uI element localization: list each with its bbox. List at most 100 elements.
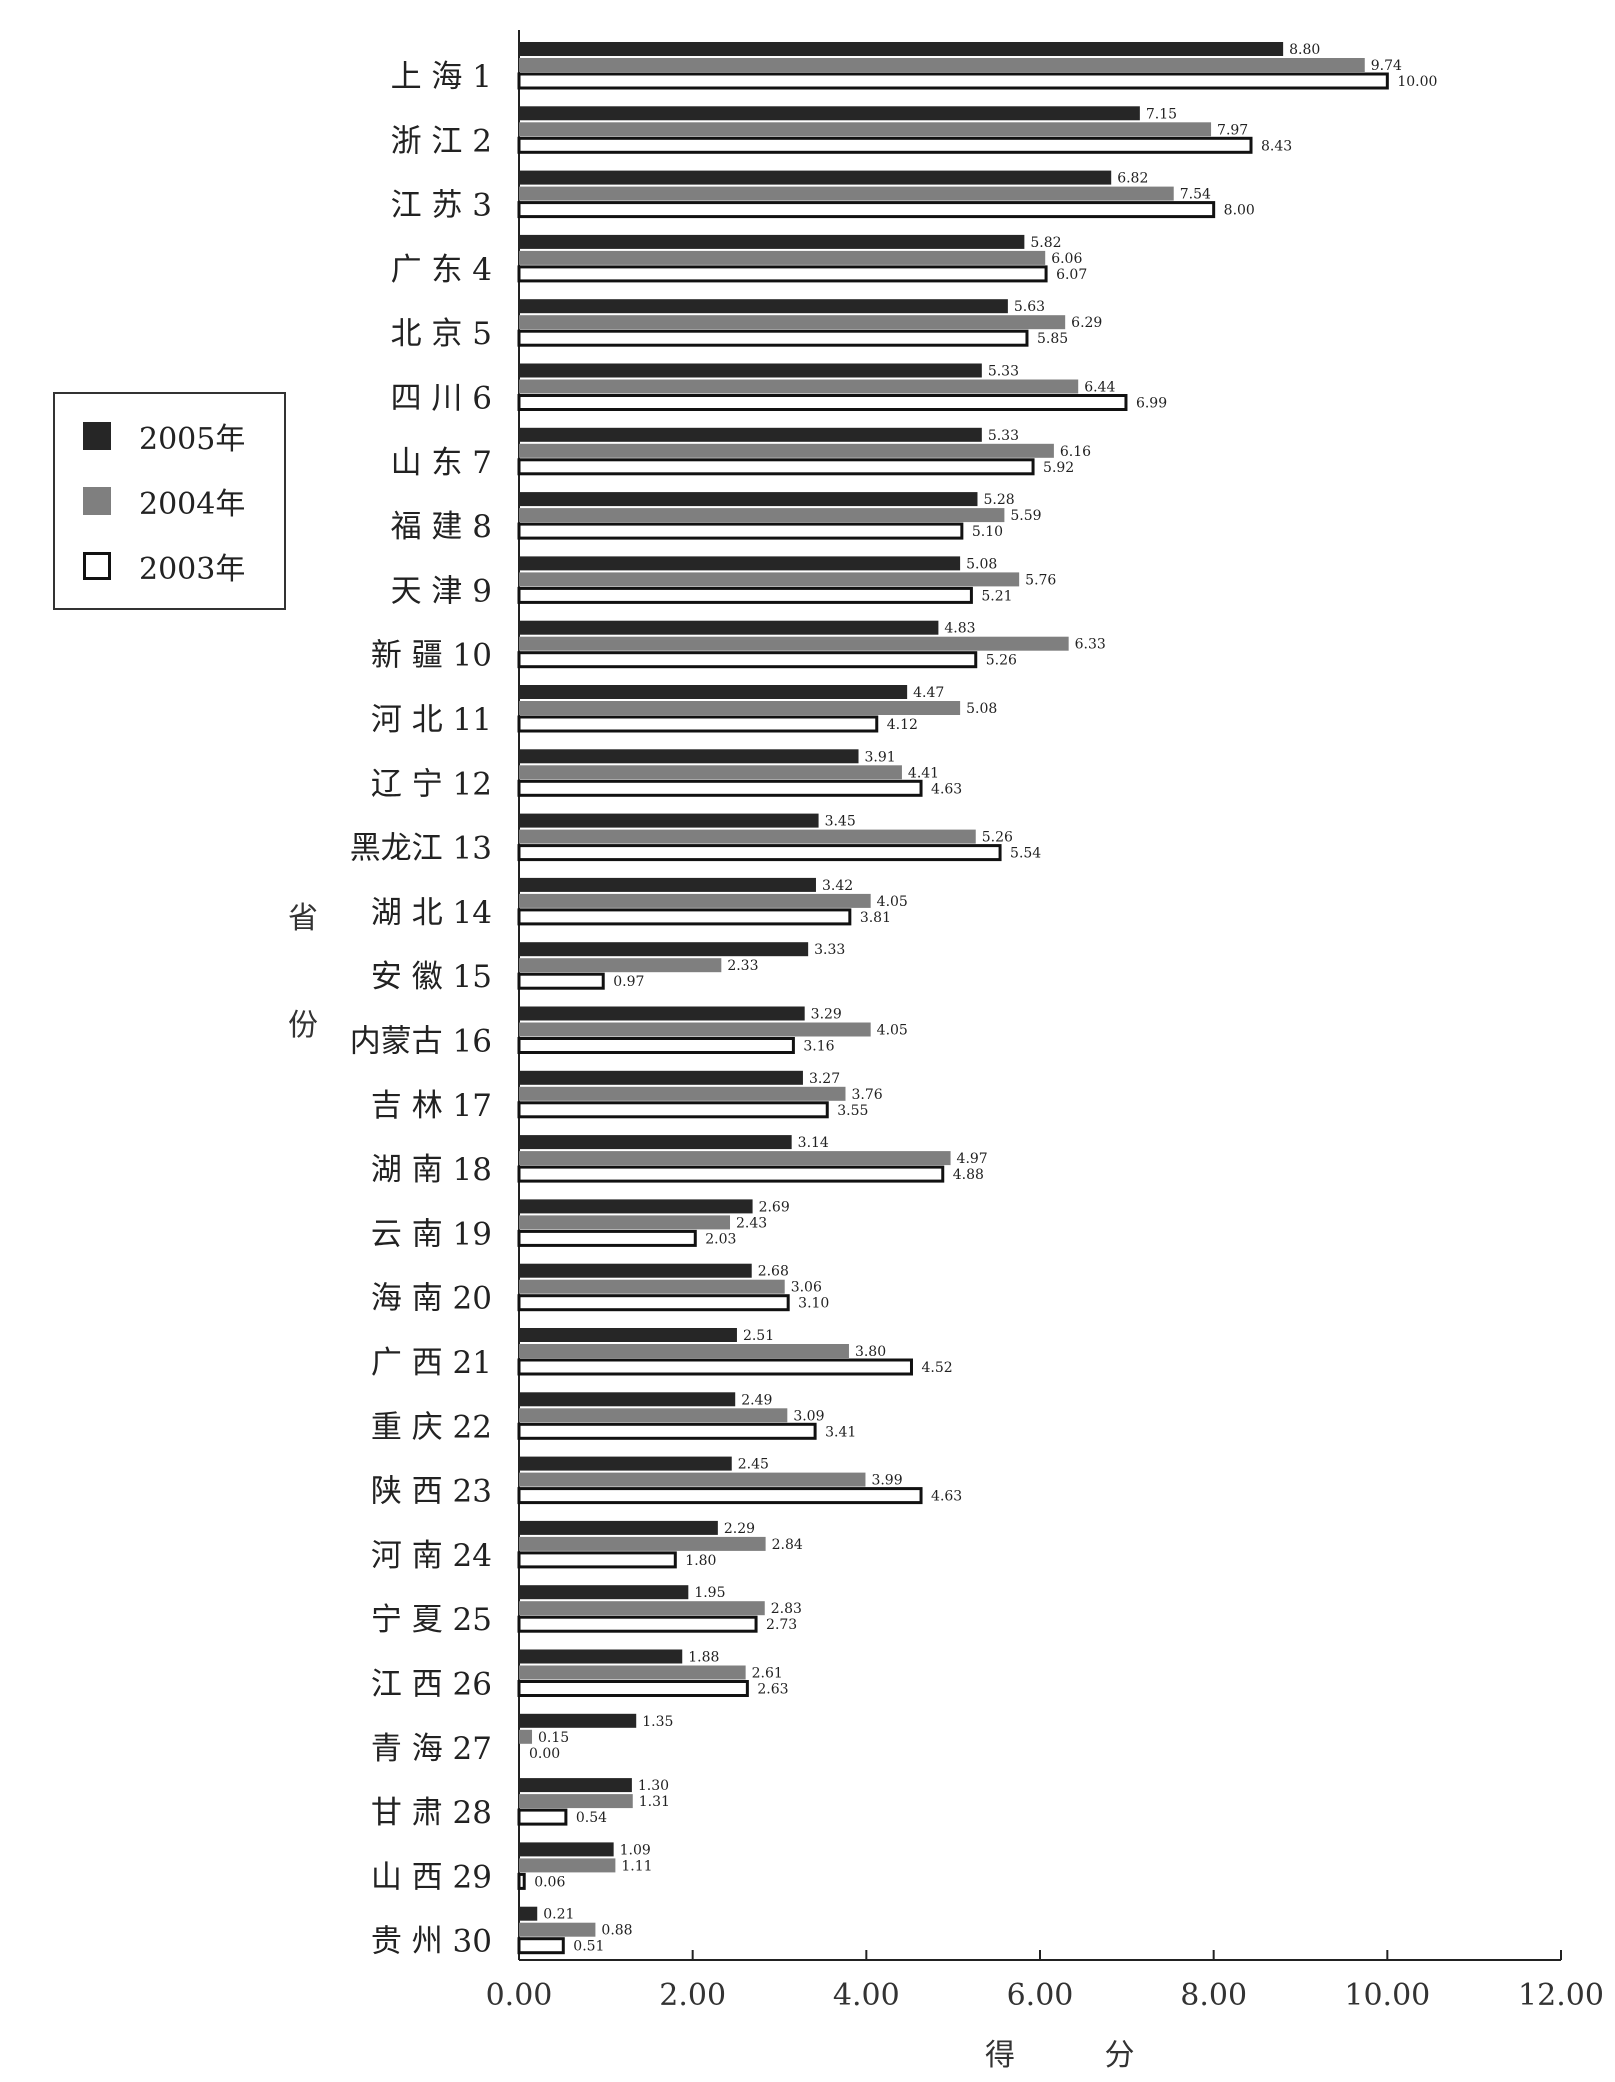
bar-2005 (519, 1778, 632, 1793)
bar-2004 (519, 893, 871, 908)
legend-item-2004: 2004年 (83, 481, 246, 522)
bar-2003 (517, 779, 923, 797)
bar-2004 (519, 1729, 533, 1744)
data-label: 7.97 (1217, 122, 1248, 138)
bar-2003 (517, 972, 605, 990)
bar-2004 (519, 765, 902, 780)
data-label: 1.31 (639, 1794, 670, 1810)
bar-2003 (517, 201, 1216, 219)
bar-2004 (519, 1665, 746, 1680)
bar-2003 (517, 1487, 923, 1505)
data-label: 7.15 (1146, 106, 1177, 122)
category-label: 山 西 29 (371, 1859, 492, 1895)
bar-2004 (519, 1472, 866, 1487)
data-label: 0.54 (576, 1810, 607, 1826)
bar-2005 (519, 299, 1008, 314)
category-label: 黑龙江 13 (350, 831, 492, 867)
data-label: 5.33 (988, 428, 1019, 444)
bar-2005 (519, 1070, 803, 1085)
data-label: 5.82 (1030, 235, 1061, 251)
data-label: 5.54 (1010, 846, 1041, 862)
data-label: 7.54 (1180, 187, 1211, 203)
bar-2003 (517, 1037, 795, 1054)
data-label: 0.97 (613, 974, 644, 990)
data-label: 4.83 (944, 621, 975, 637)
bar-2003 (517, 651, 978, 669)
bar-2003 (517, 136, 1253, 154)
data-label: 4.88 (953, 1167, 984, 1183)
data-label: 3.16 (803, 1039, 834, 1055)
data-label: 5.85 (1037, 331, 1068, 347)
data-label: 4.05 (877, 894, 908, 910)
bar-2004 (519, 572, 1020, 587)
category-label: 天 津 9 (391, 573, 492, 609)
data-label: 3.41 (825, 1424, 856, 1440)
bar-2004 (519, 1344, 849, 1358)
x-tick-label: 6.00 (1007, 1978, 1074, 2013)
bar-2005 (519, 170, 1112, 185)
category-label: 河 南 24 (371, 1538, 492, 1574)
bar-2004 (519, 186, 1174, 201)
category-label: 安 徽 15 (371, 959, 492, 995)
data-label: 1.30 (638, 1778, 669, 1794)
category-label: 河 北 11 (371, 702, 492, 738)
category-label: 江 西 26 (371, 1667, 492, 1703)
data-label: 5.26 (982, 830, 1013, 846)
data-label: 8.43 (1261, 138, 1292, 154)
bar-2005 (519, 685, 908, 699)
data-label: 6.33 (1075, 637, 1106, 653)
data-label: 3.29 (811, 1007, 842, 1023)
data-label: 3.14 (798, 1135, 829, 1151)
data-label: 4.63 (931, 1489, 962, 1505)
bar-2005 (519, 42, 1284, 56)
data-label: 2.73 (766, 1617, 797, 1633)
bar-2003 (517, 586, 973, 604)
bar-2005 (519, 620, 939, 635)
data-label: 10.00 (1397, 74, 1437, 90)
bar-2003 (517, 844, 1002, 862)
bar-2004 (519, 122, 1212, 137)
bar-2003 (517, 1680, 749, 1697)
legend-swatch-2004 (83, 487, 111, 515)
category-label: 海 南 20 (371, 1281, 492, 1317)
bar-2003 (517, 1872, 526, 1890)
data-label: 2.03 (705, 1231, 736, 1247)
x-tick-label: 4.00 (833, 1978, 900, 2013)
data-label: 5.33 (988, 364, 1019, 380)
data-label: 2.49 (741, 1392, 772, 1408)
bar-2003 (517, 1615, 758, 1633)
y-axis-label-1: 省 (288, 901, 318, 936)
category-label: 宁 夏 25 (371, 1602, 492, 1638)
bar-2004 (519, 829, 976, 844)
data-label: 6.06 (1051, 251, 1082, 267)
bar-2004 (519, 701, 961, 715)
bar-2004 (519, 958, 722, 973)
data-label: 1.11 (621, 1858, 652, 1874)
category-label: 上 海 1 (391, 59, 492, 95)
legend-label-2004: 2004年 (139, 487, 246, 522)
category-label: 贵 州 30 (371, 1924, 492, 1960)
data-label: 3.81 (860, 910, 891, 926)
data-label: 0.88 (601, 1923, 632, 1939)
data-label: 2.83 (771, 1601, 802, 1617)
bar-2003 (517, 1358, 913, 1376)
bar-2004 (519, 1279, 785, 1294)
legend-swatch-2003 (83, 552, 111, 580)
data-label: 1.95 (694, 1585, 725, 1601)
category-label: 福 建 8 (391, 509, 492, 545)
category-label: 山 东 7 (391, 445, 492, 481)
data-label: 2.29 (724, 1521, 755, 1537)
bar-2003 (517, 1937, 565, 1955)
category-label: 辽 宁 12 (371, 766, 492, 802)
bar-2005 (519, 106, 1140, 121)
data-label: 1.09 (620, 1842, 651, 1858)
bar-2004 (519, 58, 1365, 72)
data-label: 1.35 (642, 1714, 673, 1730)
category-label: 重 庆 22 (371, 1409, 492, 1445)
legend-item-2005: 2005年 (83, 416, 245, 457)
data-label: 0.51 (573, 1939, 604, 1955)
data-label: 3.09 (793, 1408, 824, 1424)
bar-2003 (517, 1808, 568, 1826)
y-axis-label-2: 份 (288, 1008, 318, 1043)
bar-2003 (517, 1101, 829, 1119)
